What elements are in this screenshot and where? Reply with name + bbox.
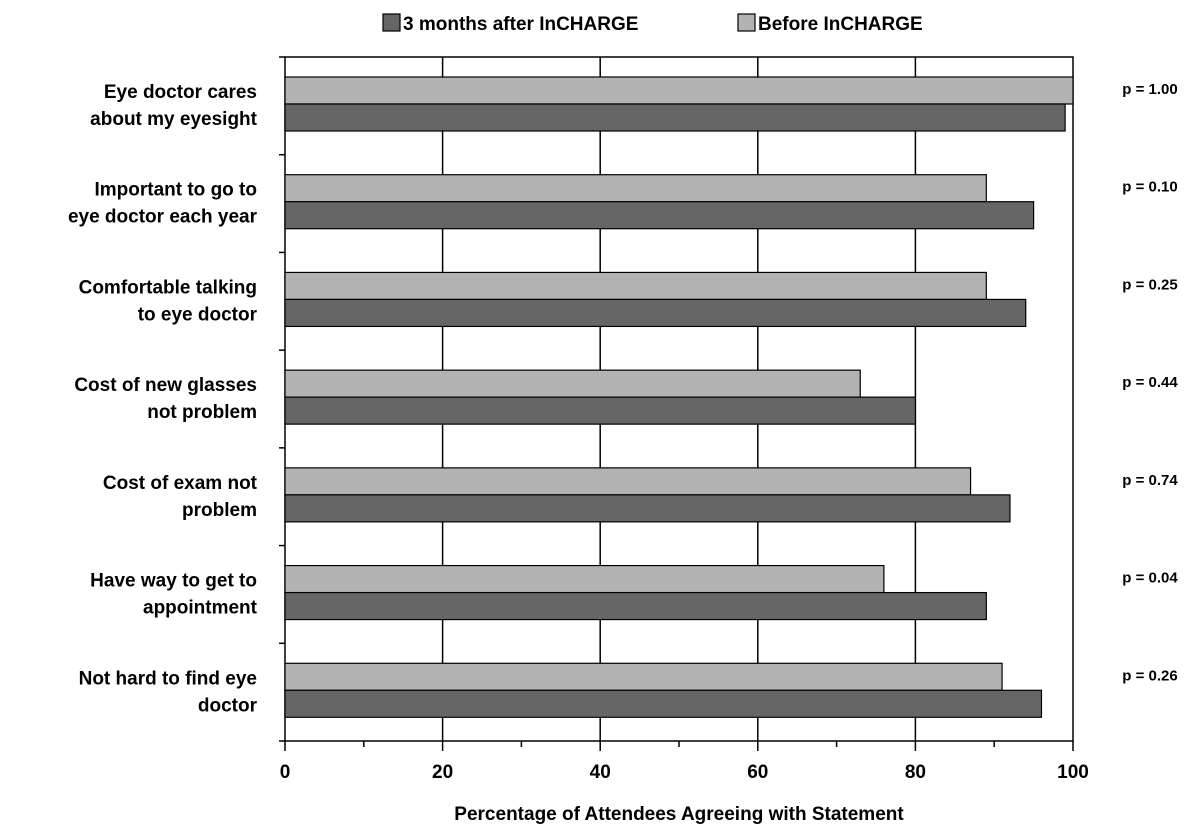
category-label-1: Eye doctor cares [104,82,257,103]
category-label-1: about my eyesight [90,109,257,130]
x-tick-label-40: 40 [590,762,611,783]
category-label-3: to eye doctor [138,304,258,325]
axes: 0 20 40 60 80 100 [279,56,1089,783]
category-label-6: Have way to get to [90,571,257,592]
legend-swatch-2 [737,13,756,32]
bar-after-3 [284,298,1027,328]
bar-before-7 [284,662,1003,691]
p-value-7: p = 0.26 [1122,667,1177,684]
category-label-4: not problem [147,402,257,423]
category-label-2: eye doctor each year [68,207,258,228]
category-label-4: Cost of new glasses [74,375,257,396]
bar-before-4 [284,369,861,398]
bar-after-5 [284,494,1011,523]
bar-before-3 [284,271,987,301]
legend-swatch-1 [382,13,401,32]
bar-before-1 [284,76,1074,105]
category-label-7: Not hard to find eye [79,668,257,689]
bar-after-6 [284,591,987,621]
bar-before-2 [284,174,987,203]
bar-before-5 [284,467,972,496]
x-tick-label-100: 100 [1057,762,1089,783]
p-value-6: p = 0.04 [1122,570,1178,587]
p-value-2: p = 0.10 [1122,179,1177,196]
legend-label-1: 3 months after InCHARGE [403,14,638,35]
p-value-3: p = 0.25 [1122,276,1177,293]
bar-after-4 [284,396,917,425]
x-tick-label-60: 60 [747,762,768,783]
bar-after-1 [284,103,1066,132]
x-tick-label-80: 80 [905,762,926,783]
x-tick-label-0: 0 [280,762,291,783]
bar-before-6 [284,564,885,594]
category-label-3: Comfortable talking [79,277,257,298]
legend: 3 months after InCHARGE Before InCHARGE [382,13,923,35]
x-axis-label: Percentage of Attendees Agreeing with St… [454,804,904,825]
category-label-5: Cost of exam not [103,473,258,494]
category-label-5: problem [182,500,257,521]
bar-after-7 [284,689,1043,718]
category-label-7: doctor [198,695,258,716]
p-value-4: p = 0.44 [1122,374,1178,391]
labels: Eye doctor cares about my eyesight p = 1.0… [68,81,1178,825]
p-value-1: p = 1.00 [1122,81,1177,98]
bars [284,76,1074,718]
p-value-5: p = 0.74 [1122,472,1178,489]
legend-label-2: Before InCHARGE [758,14,923,35]
category-label-6: appointment [143,598,258,619]
category-label-2: Important to go to [94,180,257,201]
x-tick-label-20: 20 [432,762,453,783]
bar-after-2 [284,201,1035,230]
